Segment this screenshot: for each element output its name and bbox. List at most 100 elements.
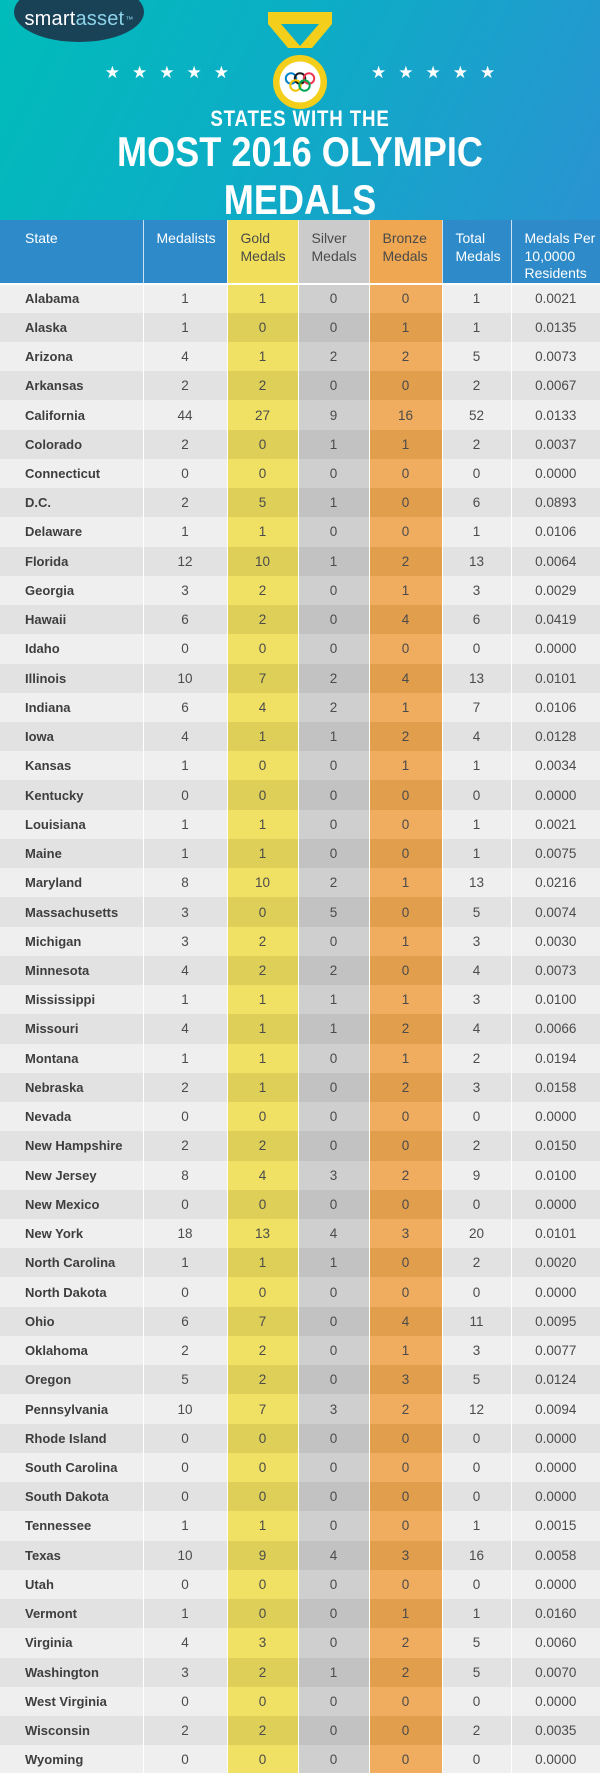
value-cell: 2 bbox=[297, 955, 369, 986]
value-cell: 0 bbox=[142, 634, 227, 664]
value-cell: 2 bbox=[226, 371, 298, 401]
value-cell: 0 bbox=[226, 458, 298, 489]
state-cell: Arkansas bbox=[0, 371, 143, 401]
state-cell: Utah bbox=[0, 1569, 143, 1600]
value-cell: 0.0095 bbox=[510, 1306, 600, 1336]
value-cell: 0 bbox=[368, 1189, 442, 1219]
value-cell: 0 bbox=[297, 575, 369, 606]
state-cell: Oregon bbox=[0, 1365, 143, 1395]
table-row: Vermont 1 0 0 1 1 0.0160 bbox=[0, 1599, 600, 1629]
value-cell: 0 bbox=[368, 1423, 442, 1453]
state-cell: New York bbox=[0, 1219, 143, 1249]
star-icon: ★ bbox=[186, 63, 202, 82]
value-cell: 0 bbox=[142, 1423, 227, 1453]
state-cell: Iowa bbox=[0, 722, 143, 752]
value-cell: 7 bbox=[226, 663, 298, 693]
value-cell: 0 bbox=[297, 1131, 369, 1161]
column-header-total: Total Medals bbox=[441, 220, 511, 285]
value-cell: 0.0160 bbox=[510, 1599, 600, 1629]
column-header-gold: Gold Medals bbox=[226, 220, 298, 285]
value-cell: 2 bbox=[441, 1131, 511, 1161]
star-icon: ★ bbox=[132, 63, 148, 82]
value-cell: 0 bbox=[226, 429, 298, 459]
value-cell: 1 bbox=[368, 1599, 442, 1629]
value-cell: 0.0000 bbox=[510, 1482, 600, 1512]
value-cell: 0.0124 bbox=[510, 1365, 600, 1395]
value-cell: 0 bbox=[368, 1277, 442, 1307]
value-cell: 0.0000 bbox=[510, 634, 600, 664]
value-cell: 1 bbox=[368, 751, 442, 781]
value-cell: 6 bbox=[441, 605, 511, 635]
value-cell: 1 bbox=[297, 1657, 369, 1687]
value-cell: 0.0060 bbox=[510, 1628, 600, 1658]
value-cell: 0 bbox=[297, 517, 369, 547]
value-cell: 0 bbox=[368, 1686, 442, 1716]
value-cell: 3 bbox=[142, 575, 227, 606]
value-cell: 12 bbox=[142, 546, 227, 576]
table-row: Tennessee 1 1 0 0 1 0.0015 bbox=[0, 1511, 600, 1541]
value-cell: 5 bbox=[441, 1365, 511, 1395]
value-cell: 1 bbox=[142, 751, 227, 781]
table-row: Virginia 4 3 0 2 5 0.0060 bbox=[0, 1628, 600, 1658]
value-cell: 2 bbox=[297, 692, 369, 723]
value-cell: 0 bbox=[441, 780, 511, 810]
value-cell: 0.0100 bbox=[510, 1160, 600, 1190]
column-header-medalists: Medalists bbox=[142, 220, 227, 285]
page-subtitle: STATES WITH THE bbox=[210, 106, 390, 131]
value-cell: 2 bbox=[142, 429, 227, 459]
value-cell: 10 bbox=[226, 546, 298, 576]
value-cell: 0 bbox=[297, 1189, 369, 1219]
value-cell: 0 bbox=[297, 1452, 369, 1483]
value-cell: 0 bbox=[297, 312, 369, 342]
value-cell: 0.0128 bbox=[510, 722, 600, 752]
state-cell: Colorado bbox=[0, 429, 143, 459]
star-icon: ★ bbox=[213, 63, 229, 82]
header-banner: smart asset ™ ★ ★ ★ ★ ★ bbox=[0, 0, 600, 223]
value-cell: 5 bbox=[142, 1365, 227, 1395]
value-cell: 1 bbox=[226, 341, 298, 372]
state-cell: Louisiana bbox=[0, 809, 143, 839]
value-cell: 0 bbox=[441, 1102, 511, 1132]
table-row: Florida 12 10 1 2 13 0.0064 bbox=[0, 546, 600, 576]
value-cell: 1 bbox=[368, 429, 442, 459]
value-cell: 3 bbox=[297, 1394, 369, 1424]
value-cell: 0 bbox=[142, 1277, 227, 1307]
value-cell: 2 bbox=[142, 1715, 227, 1746]
table-row: Wisconsin 2 2 0 0 2 0.0035 bbox=[0, 1715, 600, 1746]
state-cell: Illinois bbox=[0, 663, 143, 693]
value-cell: 0 bbox=[297, 1569, 369, 1600]
table-row: New Mexico 0 0 0 0 0 0.0000 bbox=[0, 1189, 600, 1219]
value-cell: 0 bbox=[368, 1511, 442, 1541]
value-cell: 2 bbox=[368, 1160, 442, 1190]
value-cell: 0 bbox=[226, 780, 298, 810]
table-row: New Jersey 8 4 3 2 9 0.0100 bbox=[0, 1160, 600, 1190]
table-row: Massachusetts 3 0 5 0 5 0.0074 bbox=[0, 897, 600, 927]
value-cell: 1 bbox=[297, 985, 369, 1015]
state-cell: South Carolina bbox=[0, 1452, 143, 1483]
value-cell: 0 bbox=[441, 458, 511, 489]
value-cell: 0 bbox=[297, 751, 369, 781]
value-cell: 1 bbox=[297, 546, 369, 576]
table-row: Oregon 5 2 0 3 5 0.0124 bbox=[0, 1365, 600, 1395]
table-row: Kentucky 0 0 0 0 0 0.0000 bbox=[0, 780, 600, 810]
value-cell: 0 bbox=[142, 1102, 227, 1132]
value-cell: 13 bbox=[441, 546, 511, 576]
value-cell: 0 bbox=[142, 1686, 227, 1716]
star-icon: ★ bbox=[398, 63, 414, 82]
value-cell: 0.0101 bbox=[510, 663, 600, 693]
medals-table: State Medalists Gold Medals Silver Medal… bbox=[0, 220, 600, 1773]
value-cell: 0 bbox=[368, 780, 442, 810]
value-cell: 1 bbox=[441, 1599, 511, 1629]
value-cell: 0 bbox=[368, 371, 442, 401]
table-row: North Carolina 1 1 1 0 2 0.0020 bbox=[0, 1248, 600, 1278]
value-cell: 0.0000 bbox=[510, 1189, 600, 1219]
value-cell: 0 bbox=[368, 458, 442, 489]
value-cell: 2 bbox=[368, 1014, 442, 1044]
value-cell: 0.0070 bbox=[510, 1657, 600, 1687]
value-cell: 0 bbox=[368, 809, 442, 839]
table-row: New Hampshire 2 2 0 0 2 0.0150 bbox=[0, 1131, 600, 1161]
table-row: Maine 1 1 0 0 1 0.0075 bbox=[0, 838, 600, 869]
value-cell: 1 bbox=[368, 926, 442, 956]
value-cell: 0 bbox=[142, 1452, 227, 1483]
table-row: Maryland 8 10 2 1 13 0.0216 bbox=[0, 868, 600, 898]
